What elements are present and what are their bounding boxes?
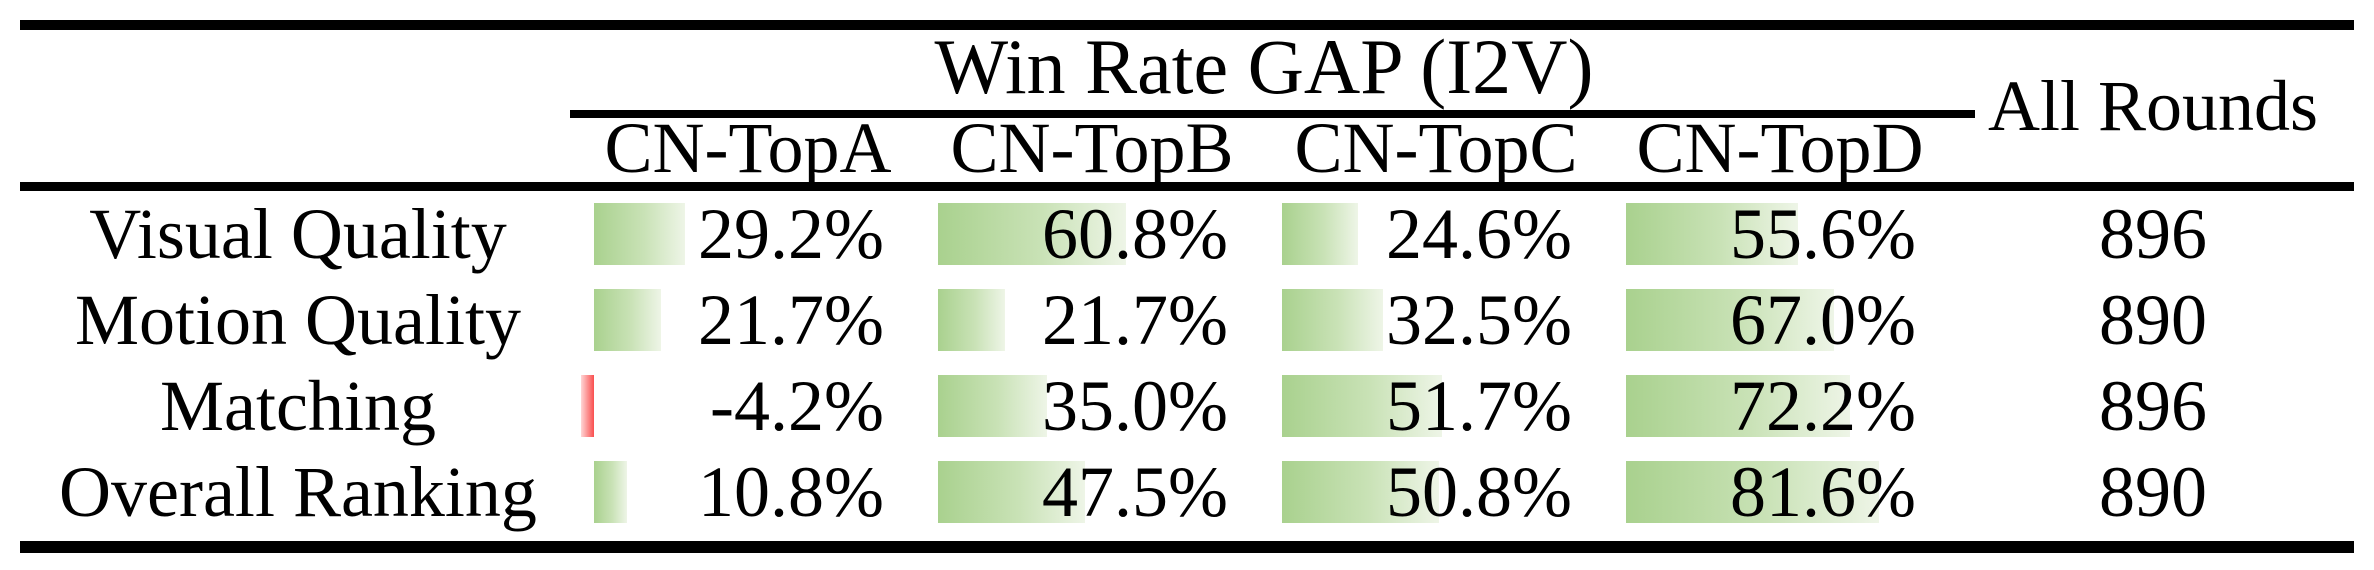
data-cell: 21.7% <box>920 277 1264 363</box>
data-cell: 55.6% <box>1608 191 1952 277</box>
table-row: Matching -4.2% 35.0% 51.7% 72.2% 896 <box>20 363 2354 449</box>
win-rate-value: -4.2% <box>710 366 884 446</box>
win-rate-value: 50.8% <box>1386 452 1572 532</box>
row-label: Matching <box>160 366 436 446</box>
column-header-cn-topa: CN-TopA <box>604 108 892 188</box>
row-label: Visual Quality <box>89 194 507 274</box>
column-header-all-rounds: All Rounds <box>1987 66 2319 146</box>
column-header-cn-topb: CN-TopB <box>950 108 1234 188</box>
win-rate-value: 29.2% <box>698 194 884 274</box>
win-rate-value: 21.7% <box>1042 280 1228 360</box>
data-cell: 29.2% <box>576 191 920 277</box>
data-cell: 81.6% <box>1608 449 1952 535</box>
win-rate-bar <box>1282 461 1440 523</box>
win-rate-bar <box>1626 375 1850 437</box>
column-header-cn-topd: CN-TopD <box>1636 108 1924 188</box>
data-cell: 50.8% <box>1264 449 1608 535</box>
data-cell: -4.2% <box>576 363 920 449</box>
data-cell: 60.8% <box>920 191 1264 277</box>
win-rate-value: 51.7% <box>1386 366 1572 446</box>
win-rate-bar <box>938 289 1006 351</box>
win-rate-value: 24.6% <box>1386 194 1572 274</box>
win-rate-value: 67.0% <box>1730 280 1916 360</box>
all-rounds-value: 890 <box>2099 280 2207 360</box>
win-rate-value: 35.0% <box>1042 366 1228 446</box>
data-cell: 21.7% <box>576 277 920 363</box>
header-body-rule <box>20 182 2354 191</box>
win-rate-bar <box>594 461 628 523</box>
win-rate-bar <box>938 461 1086 523</box>
win-rate-bar <box>1282 375 1443 437</box>
data-cell: 24.6% <box>1264 191 1608 277</box>
table-span-title: Win Rate GAP (I2V) <box>934 23 1594 110</box>
win-rate-bar <box>1626 461 1879 523</box>
table-row: Overall Ranking 10.8% 47.5% 50.8% 81.6% … <box>20 449 2354 535</box>
win-rate-value: 60.8% <box>1042 194 1228 274</box>
win-rate-bar <box>938 375 1047 437</box>
data-cell: 67.0% <box>1608 277 1952 363</box>
all-rounds-value: 896 <box>2099 366 2207 446</box>
data-cell: 72.2% <box>1608 363 1952 449</box>
win-rate-value: 10.8% <box>698 452 884 532</box>
data-cell: 32.5% <box>1264 277 1608 363</box>
table-bottom-rule <box>20 541 2354 553</box>
win-rate-value: 72.2% <box>1730 366 1916 446</box>
win-rate-value: 47.5% <box>1042 452 1228 532</box>
win-rate-bar-negative <box>580 375 594 437</box>
win-rate-value: 21.7% <box>698 280 884 360</box>
column-header-cn-topc: CN-TopC <box>1294 108 1578 188</box>
win-rate-bar <box>1626 289 1834 351</box>
all-rounds-value: 896 <box>2099 194 2207 274</box>
data-cell: 35.0% <box>920 363 1264 449</box>
table-row: Visual Quality 29.2% 60.8% 24.6% 55.6% 8… <box>20 191 2354 277</box>
win-rate-value: 55.6% <box>1730 194 1916 274</box>
win-rate-bar <box>594 289 662 351</box>
table-top-rule <box>20 20 2354 30</box>
win-rate-bar <box>1282 289 1383 351</box>
win-rate-bar <box>594 203 685 265</box>
data-cell: 47.5% <box>920 449 1264 535</box>
row-label: Motion Quality <box>75 280 521 360</box>
win-rate-bar <box>938 203 1127 265</box>
win-rate-bar <box>1626 203 1799 265</box>
win-rate-bar <box>1282 203 1359 265</box>
table-row: Motion Quality 21.7% 21.7% 32.5% 67.0% 8… <box>20 277 2354 363</box>
win-rate-value: 81.6% <box>1730 452 1916 532</box>
data-cell: 10.8% <box>576 449 920 535</box>
row-label: Overall Ranking <box>59 452 537 532</box>
data-cell: 51.7% <box>1264 363 1608 449</box>
win-rate-value: 32.5% <box>1386 280 1572 360</box>
all-rounds-value: 890 <box>2099 452 2207 532</box>
column-header-row: CN-TopA CN-TopB CN-TopC CN-TopD <box>576 108 1952 188</box>
span-header-rule <box>570 110 1975 118</box>
table-body: Visual Quality 29.2% 60.8% 24.6% 55.6% 8… <box>20 191 2354 535</box>
